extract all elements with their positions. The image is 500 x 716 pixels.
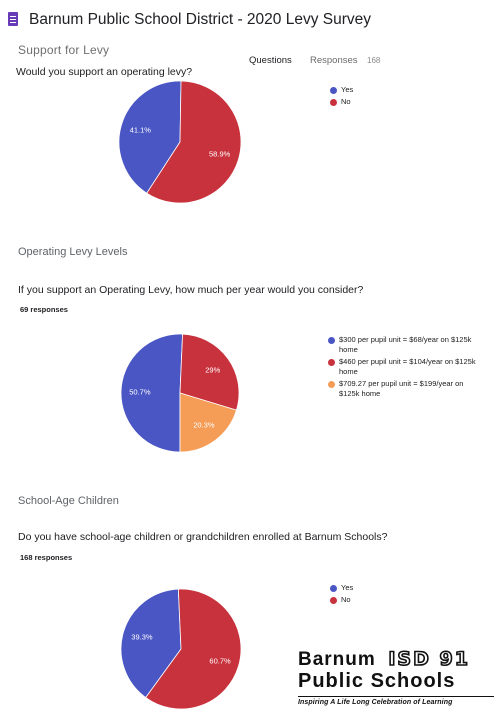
tab-responses[interactable]: Responses [310,55,358,66]
legend-label: Yes [341,85,354,94]
logo-isd-text: ISD 91 [388,647,470,671]
pie-slice-2-0 [120,588,182,699]
legend-dot-icon [328,380,335,388]
question-school-age-children: Do you have school-age children or grand… [18,531,388,543]
pie-label-2-1: 60.7% [209,656,231,665]
legend-label: Yes [341,583,354,592]
section-title-school-age: School-Age Children [18,495,119,507]
google-forms-icon [8,12,18,26]
logo-tagline: Inspiring A Life Long Celebration of Lea… [298,696,494,706]
legend-item-0-0[interactable]: Yes [330,85,470,95]
section-title-support: Support for Levy [18,43,110,57]
responses-label-school-age: 168 responses [20,553,73,562]
legend-label: $460 per pupil unit = $104/year on $125k… [339,357,476,376]
legend-item-1-1[interactable]: $460 per pupil unit = $104/year on $125k… [328,357,478,377]
legend-label: $300 per pupil unit = $68/year on $125k … [339,335,472,354]
pie-label-1-2: 20.3% [193,421,215,430]
legend-item-2-1[interactable]: No [330,595,470,605]
legend-dot-icon [330,596,337,604]
pie-label-0-0: 41.1% [130,125,152,134]
section-title-levy-levels: Operating Levy Levels [18,246,128,258]
legend-item-1-2[interactable]: $709.27 per pupil unit = $199/year on $1… [328,379,478,399]
question-support-levy: Would you support an operating levy? [16,66,193,78]
pie-label-1-1: 29% [205,365,220,374]
pie-slice-1-0 [120,333,184,453]
legend-support: Yes No [330,85,470,109]
legend-item-0-1[interactable]: No [330,97,470,107]
pie-chart-support: 41.1% 58.9% [118,80,242,204]
legend-dot-icon [330,584,337,592]
pie-chart-school-age: 39.3% 60.7% [120,588,242,710]
pie-chart-levy-levels: 50.7% 29% 20.3% [120,333,240,453]
pie-slice-1-2 [179,392,237,453]
legend-dot-icon [328,336,335,344]
pie-slice-1-1 [179,333,240,411]
pie-slice-2-1 [145,588,242,710]
legend-dot-icon [330,86,337,94]
logo-public-schools-text: Public Schools [298,670,456,692]
legend-label: No [341,97,351,106]
legend-levy-levels: $300 per pupil unit = $68/year on $125k … [328,335,478,401]
pie-slice-0-0 [118,80,182,194]
top-bar: Barnum Public School District - 2020 Lev… [0,0,500,38]
legend-label: $709.27 per pupil unit = $199/year on $1… [339,379,464,398]
tab-questions[interactable]: Questions [249,55,292,66]
pie-label-0-1: 58.9% [209,150,231,159]
legend-item-2-0[interactable]: Yes [330,583,470,593]
survey-title: Barnum Public School District - 2020 Lev… [29,11,372,28]
legend-label: No [341,595,351,604]
question-levy-amount: If you support an Operating Levy, how mu… [18,284,364,296]
pie-slice-0-1 [146,80,242,204]
legend-dot-icon [328,358,335,366]
pie-label-1-0: 50.7% [129,388,151,397]
responses-label-levy-amount: 69 responses [20,305,68,314]
legend-dot-icon [330,98,337,106]
responses-count-badge: 168 [367,56,381,65]
legend-school-age: Yes No [330,583,470,607]
pie-label-2-0: 39.3% [131,633,153,642]
legend-item-1-0[interactable]: $300 per pupil unit = $68/year on $125k … [328,335,478,355]
logo-barnum-text: Barnum ISD 91 [298,647,470,671]
barnum-isd-logo: Barnum ISD 91 Public Schools Inspiring A… [298,647,496,712]
